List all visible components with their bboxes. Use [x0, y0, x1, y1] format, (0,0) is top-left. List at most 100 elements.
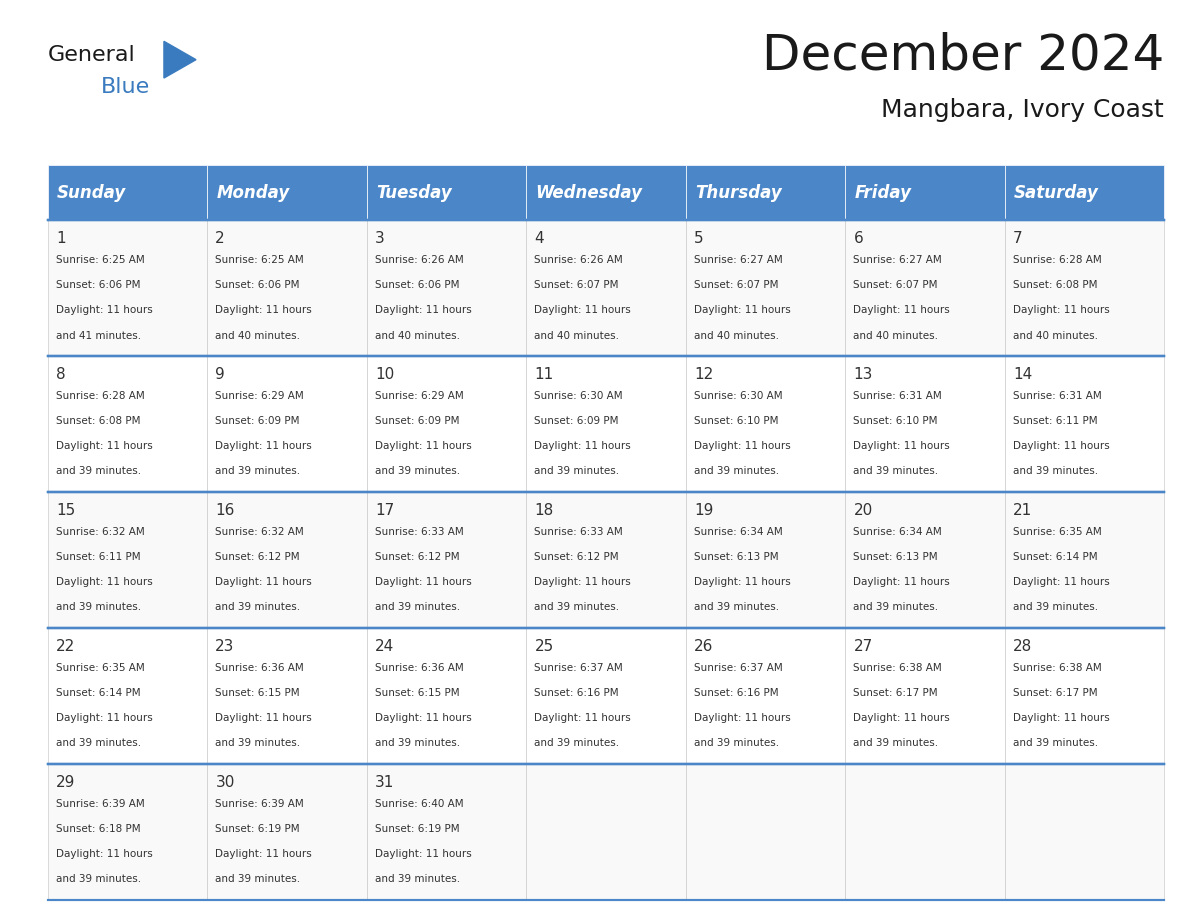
Text: Daylight: 11 hours: Daylight: 11 hours — [1013, 306, 1110, 316]
Text: Wednesday: Wednesday — [536, 184, 643, 202]
Text: Sunset: 6:07 PM: Sunset: 6:07 PM — [853, 280, 939, 290]
Text: 12: 12 — [694, 367, 713, 382]
Text: Daylight: 11 hours: Daylight: 11 hours — [215, 306, 312, 316]
Text: Sunrise: 6:32 AM: Sunrise: 6:32 AM — [215, 527, 304, 537]
Text: and 39 minutes.: and 39 minutes. — [56, 602, 141, 612]
Text: Sunset: 6:14 PM: Sunset: 6:14 PM — [1013, 552, 1098, 562]
Text: Sunset: 6:08 PM: Sunset: 6:08 PM — [56, 416, 140, 426]
Bar — [1005, 220, 1164, 356]
Text: Daylight: 11 hours: Daylight: 11 hours — [375, 849, 472, 859]
Text: Sunset: 6:15 PM: Sunset: 6:15 PM — [215, 688, 301, 698]
Text: Daylight: 11 hours: Daylight: 11 hours — [375, 306, 472, 316]
Bar — [207, 356, 367, 492]
Text: and 39 minutes.: and 39 minutes. — [375, 874, 460, 884]
Bar — [367, 165, 526, 220]
Bar — [1005, 165, 1164, 220]
Text: and 40 minutes.: and 40 minutes. — [215, 330, 301, 341]
Text: 10: 10 — [375, 367, 394, 382]
Text: Daylight: 11 hours: Daylight: 11 hours — [694, 577, 791, 588]
Text: Daylight: 11 hours: Daylight: 11 hours — [56, 306, 152, 316]
Text: 3: 3 — [375, 231, 385, 246]
Text: 8: 8 — [56, 367, 65, 382]
Text: Daylight: 11 hours: Daylight: 11 hours — [56, 849, 152, 859]
Bar — [845, 764, 1005, 900]
Text: Daylight: 11 hours: Daylight: 11 hours — [215, 849, 312, 859]
Bar — [526, 356, 685, 492]
Text: Sunrise: 6:35 AM: Sunrise: 6:35 AM — [1013, 527, 1101, 537]
Text: and 39 minutes.: and 39 minutes. — [375, 602, 460, 612]
Text: Friday: Friday — [854, 184, 911, 202]
Text: Sunrise: 6:25 AM: Sunrise: 6:25 AM — [56, 255, 145, 265]
Text: Sunset: 6:15 PM: Sunset: 6:15 PM — [375, 688, 460, 698]
Bar — [526, 220, 685, 356]
Text: and 39 minutes.: and 39 minutes. — [215, 466, 301, 476]
Text: Daylight: 11 hours: Daylight: 11 hours — [375, 442, 472, 452]
Text: Sunrise: 6:34 AM: Sunrise: 6:34 AM — [853, 527, 942, 537]
Text: and 40 minutes.: and 40 minutes. — [853, 330, 939, 341]
Text: and 39 minutes.: and 39 minutes. — [1013, 602, 1098, 612]
Text: Daylight: 11 hours: Daylight: 11 hours — [375, 577, 472, 588]
Text: Sunset: 6:09 PM: Sunset: 6:09 PM — [535, 416, 619, 426]
Text: Sunrise: 6:26 AM: Sunrise: 6:26 AM — [375, 255, 463, 265]
Text: Sunrise: 6:28 AM: Sunrise: 6:28 AM — [56, 391, 145, 401]
Text: 23: 23 — [215, 639, 235, 654]
Bar — [685, 492, 845, 628]
Text: Sunset: 6:13 PM: Sunset: 6:13 PM — [694, 552, 778, 562]
Text: Sunrise: 6:25 AM: Sunrise: 6:25 AM — [215, 255, 304, 265]
Text: Sunrise: 6:29 AM: Sunrise: 6:29 AM — [375, 391, 463, 401]
Text: Daylight: 11 hours: Daylight: 11 hours — [853, 306, 950, 316]
Bar — [845, 356, 1005, 492]
Bar — [207, 628, 367, 764]
Text: Sunset: 6:09 PM: Sunset: 6:09 PM — [375, 416, 460, 426]
Text: Thursday: Thursday — [695, 184, 782, 202]
Text: and 41 minutes.: and 41 minutes. — [56, 330, 141, 341]
Text: Sunrise: 6:34 AM: Sunrise: 6:34 AM — [694, 527, 783, 537]
Text: Daylight: 11 hours: Daylight: 11 hours — [853, 442, 950, 452]
Text: 1: 1 — [56, 231, 65, 246]
Text: and 39 minutes.: and 39 minutes. — [215, 738, 301, 748]
Text: and 39 minutes.: and 39 minutes. — [215, 874, 301, 884]
Text: 24: 24 — [375, 639, 394, 654]
Text: 14: 14 — [1013, 367, 1032, 382]
Text: Daylight: 11 hours: Daylight: 11 hours — [56, 713, 152, 723]
Bar — [207, 764, 367, 900]
Text: and 40 minutes.: and 40 minutes. — [1013, 330, 1098, 341]
Text: and 39 minutes.: and 39 minutes. — [56, 738, 141, 748]
Text: 22: 22 — [56, 639, 75, 654]
Text: Sunset: 6:13 PM: Sunset: 6:13 PM — [853, 552, 939, 562]
Text: Sunrise: 6:32 AM: Sunrise: 6:32 AM — [56, 527, 145, 537]
Text: Sunset: 6:12 PM: Sunset: 6:12 PM — [535, 552, 619, 562]
Text: Sunrise: 6:37 AM: Sunrise: 6:37 AM — [535, 663, 624, 673]
Text: Sunset: 6:11 PM: Sunset: 6:11 PM — [56, 552, 140, 562]
Text: Daylight: 11 hours: Daylight: 11 hours — [853, 577, 950, 588]
Text: 17: 17 — [375, 503, 394, 518]
Text: Sunday: Sunday — [57, 184, 126, 202]
Text: and 39 minutes.: and 39 minutes. — [694, 602, 779, 612]
Bar — [207, 165, 367, 220]
Text: 5: 5 — [694, 231, 703, 246]
Bar — [1005, 628, 1164, 764]
Text: Daylight: 11 hours: Daylight: 11 hours — [375, 713, 472, 723]
Text: Sunrise: 6:30 AM: Sunrise: 6:30 AM — [694, 391, 783, 401]
Text: 30: 30 — [215, 775, 235, 789]
Text: 28: 28 — [1013, 639, 1032, 654]
Text: Sunrise: 6:39 AM: Sunrise: 6:39 AM — [215, 799, 304, 809]
Text: and 39 minutes.: and 39 minutes. — [535, 602, 620, 612]
Text: Sunset: 6:12 PM: Sunset: 6:12 PM — [215, 552, 301, 562]
Bar — [367, 220, 526, 356]
Bar — [845, 628, 1005, 764]
Bar — [1005, 764, 1164, 900]
Text: Sunset: 6:16 PM: Sunset: 6:16 PM — [694, 688, 778, 698]
Bar — [48, 165, 207, 220]
Text: 31: 31 — [375, 775, 394, 789]
Text: and 39 minutes.: and 39 minutes. — [853, 738, 939, 748]
Text: Daylight: 11 hours: Daylight: 11 hours — [1013, 713, 1110, 723]
Text: Daylight: 11 hours: Daylight: 11 hours — [853, 713, 950, 723]
Text: and 39 minutes.: and 39 minutes. — [215, 602, 301, 612]
Text: Daylight: 11 hours: Daylight: 11 hours — [56, 442, 152, 452]
Bar — [48, 764, 207, 900]
Text: Daylight: 11 hours: Daylight: 11 hours — [535, 442, 631, 452]
Text: and 39 minutes.: and 39 minutes. — [853, 602, 939, 612]
Text: 4: 4 — [535, 231, 544, 246]
Bar — [845, 165, 1005, 220]
